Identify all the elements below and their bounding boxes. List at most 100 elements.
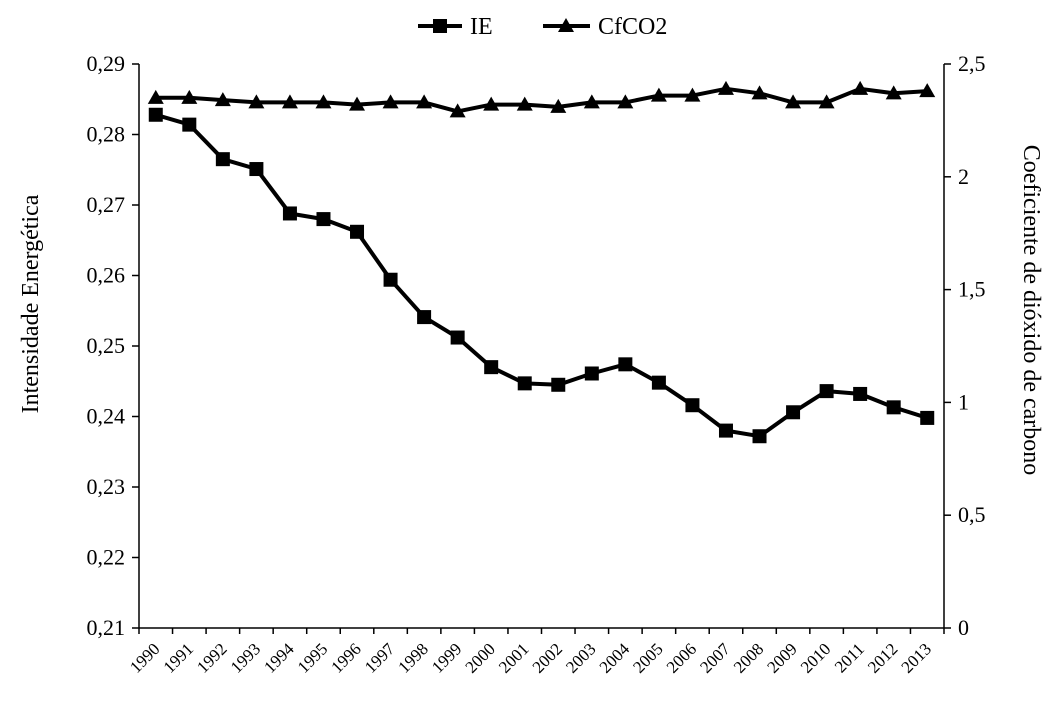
data-point-ie [517,376,532,391]
data-point-cfco2 [583,94,600,109]
data-point-ie [484,360,499,375]
data-point-ie [718,423,733,438]
data-point-cfco2 [449,103,466,118]
data-point-cfco2 [818,94,835,109]
left-axis-title: Intensidade Energética [18,194,44,413]
legend-label-ie: IE [470,14,493,40]
x-tick-label: 2006 [663,639,700,676]
data-point-cfco2 [315,94,332,109]
data-point-ie [786,405,801,420]
data-point-ie [752,429,767,444]
data-point-ie [383,272,398,287]
data-point-cfco2 [785,94,802,109]
x-tick-label: 2004 [596,639,634,677]
x-tick-label: 1999 [428,639,465,676]
series-layer [147,80,936,444]
right-tick-label: 1,5 [958,277,986,302]
right-tick-label: 0,5 [958,502,986,527]
x-tick-label: 1991 [160,639,197,676]
data-point-cfco2 [751,85,768,100]
left-tick-label: 0,28 [87,122,126,147]
data-point-ie [249,162,264,177]
x-tick-label: 2001 [495,639,532,676]
data-point-ie [316,212,331,227]
data-point-ie [148,107,163,122]
data-point-cfco2 [416,94,433,109]
x-axis-ticks: 1990199119921993199419951996199719981999… [126,628,945,677]
data-point-cfco2 [684,87,701,102]
data-point-ie [551,377,566,392]
right-axis-ticks: 2,5 2 1,5 1 0,5 0 [944,51,986,640]
data-point-ie [819,384,834,399]
right-tick-label: 2,5 [958,51,986,76]
x-tick-label: 2000 [462,639,499,676]
x-tick-label: 1993 [227,639,264,676]
left-tick-label: 0,23 [87,474,126,499]
right-tick-label: 1 [958,389,969,414]
x-tick-label: 1995 [294,639,331,676]
x-tick-label: 2005 [629,639,666,676]
x-tick-label: 1992 [193,639,230,676]
data-point-cfco2 [181,89,198,104]
data-point-ie [618,357,633,372]
data-point-cfco2 [483,96,500,111]
series-line-cfco2 [155,86,928,114]
data-point-ie [450,330,465,345]
x-tick-label: 2007 [696,639,734,677]
x-tick-label: 2003 [562,639,599,676]
data-point-ie [651,375,666,390]
right-axis-title: Coeficiente de dióxido de carbono [1018,145,1044,476]
x-tick-label: 2010 [797,639,834,676]
left-tick-label: 0,21 [87,615,126,640]
data-point-cfco2 [147,89,164,104]
left-tick-label: 0,27 [87,192,126,217]
legend-label-cfco2: CfCO2 [598,14,667,40]
left-tick-label: 0,22 [87,545,126,570]
data-point-ie [417,310,432,325]
data-point-cfco2 [382,94,399,109]
data-point-ie [685,398,700,413]
x-tick-label: 1996 [327,639,364,676]
data-point-cfco2 [248,94,265,109]
data-point-ie [182,117,197,132]
legend: IE CfCO2 [418,14,667,40]
data-point-cfco2 [550,98,567,113]
data-point-ie [215,152,230,167]
data-point-ie [282,206,297,221]
x-tick-label: 2012 [864,639,901,676]
data-point-ie [584,366,599,381]
data-point-cfco2 [919,83,936,98]
x-tick-label: 2013 [898,639,935,676]
data-point-cfco2 [617,94,634,109]
x-tick-label: 2002 [529,639,566,676]
data-point-ie [920,410,935,425]
data-point-cfco2 [214,92,231,107]
data-point-ie [886,400,901,415]
legend-item-cfco2: CfCO2 [543,14,667,40]
right-tick-label: 0 [958,615,969,640]
x-tick-label: 2009 [763,639,800,676]
x-tick-label: 1997 [361,639,399,677]
right-tick-label: 2 [958,164,969,189]
data-point-cfco2 [885,85,902,100]
data-point-cfco2 [516,96,533,111]
x-tick-label: 1998 [394,639,431,676]
data-point-cfco2 [852,80,869,95]
x-tick-label: 2011 [831,639,868,676]
x-tick-label: 1994 [260,639,298,677]
data-point-ie [350,224,365,239]
data-point-cfco2 [281,94,298,109]
x-tick-label: 2008 [730,639,767,676]
data-point-cfco2 [650,87,667,102]
left-axis-ticks: 0,29 0,28 0,27 0,26 0,25 0,24 0,23 0,22 0,21 [87,51,139,640]
data-point-ie [853,386,868,401]
data-point-cfco2 [349,96,366,111]
left-tick-label: 0,24 [87,404,126,429]
legend-item-ie: IE [418,14,493,40]
data-point-cfco2 [717,80,734,95]
left-tick-label: 0,29 [87,51,126,76]
x-tick-label: 1990 [126,639,163,676]
series-line-ie [155,112,928,439]
left-tick-label: 0,25 [87,333,126,358]
